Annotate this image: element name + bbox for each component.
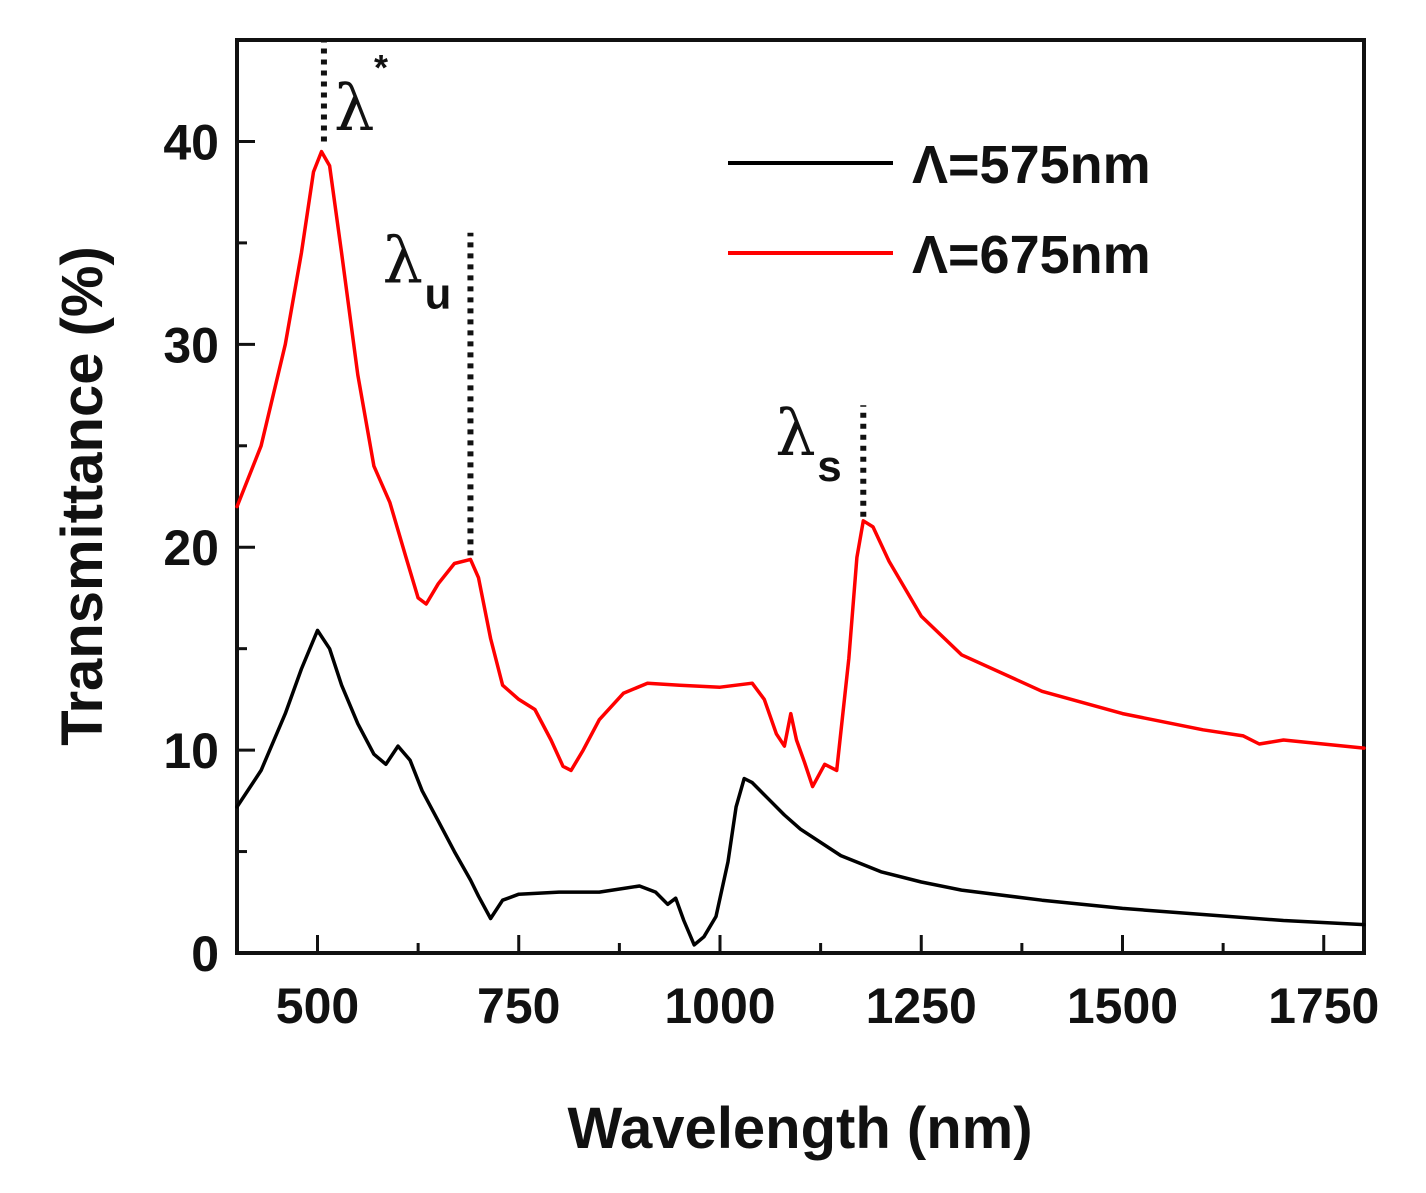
lambda-s-symbol: λ bbox=[775, 397, 816, 471]
y-tick-label-20: 20 bbox=[163, 520, 219, 576]
x-tick-label-1750: 1750 bbox=[1268, 978, 1379, 1034]
peak-annotations: λ*λ uλ s bbox=[320, 40, 867, 556]
lambda-star-superscript: * bbox=[374, 47, 388, 88]
legend-label-575nm: Λ=575nm bbox=[912, 135, 1151, 195]
x-tick-label-500: 500 bbox=[276, 978, 359, 1034]
x-tick-label-750: 750 bbox=[477, 978, 560, 1034]
y-axis-title: Transmittance (%) bbox=[50, 246, 115, 746]
y-tick-label-40: 40 bbox=[163, 114, 219, 170]
plot-frame bbox=[235, 38, 1366, 955]
legend-label-675nm: Λ=675nm bbox=[912, 225, 1151, 285]
x-tick-label-1500: 1500 bbox=[1067, 978, 1178, 1034]
lambda-u-symbol: λ bbox=[382, 225, 423, 299]
lambda-star-symbol: λ bbox=[334, 72, 375, 146]
axis-tick-labels: 500 750 1000 1250 1500 1750 0 10 20 30 40 bbox=[163, 114, 1379, 1034]
series-lines bbox=[235, 149, 1366, 947]
series-line-575nm bbox=[235, 628, 1366, 947]
axis-ticks bbox=[237, 139, 1326, 955]
y-tick-label-0: 0 bbox=[191, 926, 219, 982]
y-tick-label-30: 30 bbox=[163, 317, 219, 373]
y-tick-label-10: 10 bbox=[163, 723, 219, 779]
x-axis-title: Wavelength (nm) bbox=[567, 1096, 1032, 1161]
series-line-675nm bbox=[235, 149, 1366, 789]
lambda-s-subscript: s bbox=[817, 442, 841, 491]
x-tick-label-1250: 1250 bbox=[866, 978, 977, 1034]
lambda-u-subscript: u bbox=[424, 270, 451, 319]
x-tick-label-1000: 1000 bbox=[664, 978, 775, 1034]
legend: Λ=575nm Λ=675nm bbox=[728, 135, 1151, 285]
